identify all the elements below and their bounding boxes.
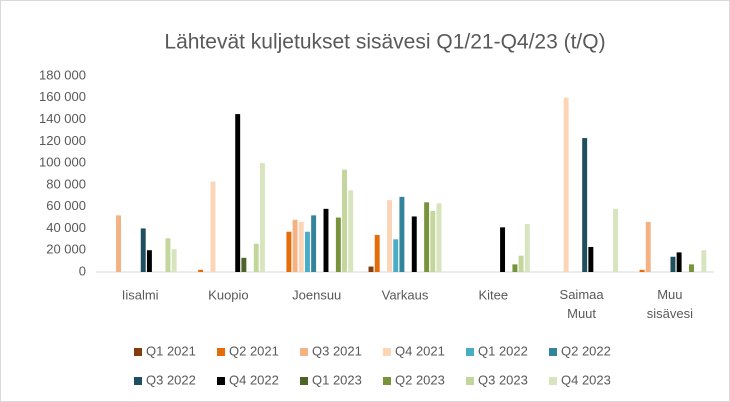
bar [146,250,152,272]
bar [670,256,676,272]
bar [563,97,569,273]
x-tick-label: Kuopio [208,287,248,302]
legend-label: Q1 2021 [146,343,196,358]
legend-swatch [383,377,391,385]
bar [298,221,304,272]
x-tick-label: Varkaus [382,287,429,302]
legend-label: Q1 2022 [478,343,528,358]
bar [348,190,354,272]
bar [430,211,436,272]
x-tick-label: Muu sisävesi [647,287,693,321]
bar [500,227,506,272]
legend-swatch [217,377,225,385]
y-tick-label: 180 000 [39,67,86,82]
y-tick-label: 20 000 [46,242,86,257]
x-tick-label: Joensuu [292,287,341,302]
bar [259,163,265,272]
legend-label: Q4 2021 [395,343,445,358]
bar [436,203,442,272]
bar [198,269,204,272]
bar [399,196,405,272]
legend-label: Q3 2022 [146,372,196,387]
legend-label: Q1 2023 [312,372,362,387]
y-tick-label: 160 000 [39,89,86,104]
bar [292,219,298,272]
x-tick-label: Kitee [478,287,508,302]
legend-label: Q2 2022 [561,343,611,358]
legend-swatch [466,377,474,385]
legend-swatch [300,348,308,356]
x-tick-label: Saimaa Muut [560,287,605,321]
bar [411,216,417,272]
bar [374,234,380,272]
bar [393,239,399,272]
legend-swatch [383,348,391,356]
bar [512,264,518,272]
bar [235,114,241,272]
bar [304,231,310,272]
chart-title: Lähtevät kuljetukset sisävesi Q1/21-Q4/2… [164,31,605,54]
bar [286,231,292,272]
y-tick-label: 40 000 [46,220,86,235]
bar [424,202,430,272]
bar [613,208,619,272]
legend-swatch [134,348,142,356]
legend-label: Q4 2022 [229,372,279,387]
bar [588,246,594,272]
bar [140,228,146,272]
bar [639,269,645,272]
bar [524,224,530,272]
bar [387,200,393,272]
bar [165,238,171,272]
legend-swatch [466,348,474,356]
bar [701,250,707,272]
bar [253,243,259,272]
legend-swatch [134,377,142,385]
legend-swatch [549,348,557,356]
legend-label: Q3 2023 [478,372,528,387]
x-tick-label: Iisalmi [122,287,159,302]
bar [116,215,121,272]
legend-label: Q3 2021 [312,343,362,358]
legend-swatch [300,377,308,385]
y-tick-label: 100 000 [39,155,86,170]
bar [368,266,374,272]
bar [645,221,651,272]
legend-label: Q4 2023 [561,372,611,387]
y-tick-label: 140 000 [39,111,86,126]
legend-swatch [217,348,225,356]
y-tick-label: 60 000 [46,198,86,213]
bar [689,264,694,272]
bar [676,252,682,272]
y-tick-label: 0 [79,263,86,278]
legend-label: Q2 2021 [229,343,279,358]
bar [311,215,317,272]
legend-swatch [549,377,557,385]
bar [171,249,177,272]
bar [335,217,341,272]
bar [342,169,347,272]
bar [582,138,588,272]
bar [210,181,216,272]
y-tick-label: 120 000 [39,133,86,148]
bar [241,257,247,272]
bar [518,255,524,272]
y-tick-label: 80 000 [46,176,86,191]
bar [323,208,329,272]
legend-label: Q2 2023 [395,372,445,387]
